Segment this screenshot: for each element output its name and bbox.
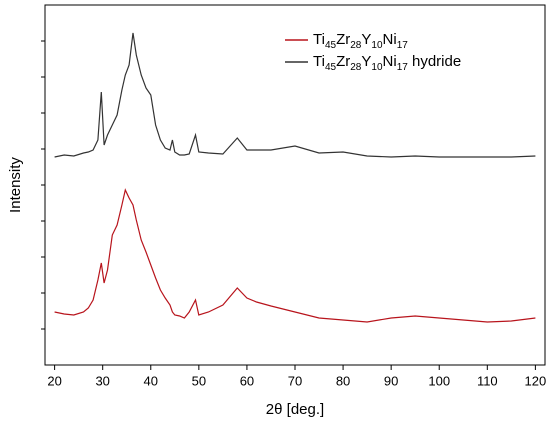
x-tick-label: 120 [525,373,547,388]
x-tick-label: 110 [477,373,498,388]
x-tick-label: 70 [288,373,302,388]
x-tick-label: 40 [144,373,158,388]
y-axis-ticks [41,40,45,330]
x-tick-label: 60 [240,373,254,388]
series-line [54,188,536,323]
plot-frame [44,4,546,366]
x-tick-label: 20 [47,373,61,388]
x-axis-label: 2θ [deg.] [266,401,324,418]
legend-label: Ti45Zr28Y10Ni17 hydride [313,53,461,73]
x-tick-label: 30 [95,373,109,388]
x-tick-label: 100 [428,373,450,388]
y-axis-label: Intensity [7,157,24,213]
x-tick-label: 50 [192,373,206,388]
legend-label: Ti45Zr28Y10Ni17 [313,31,408,51]
x-tick-label: 90 [384,373,398,388]
x-tick-label: 80 [336,373,350,388]
series-line [54,32,536,158]
